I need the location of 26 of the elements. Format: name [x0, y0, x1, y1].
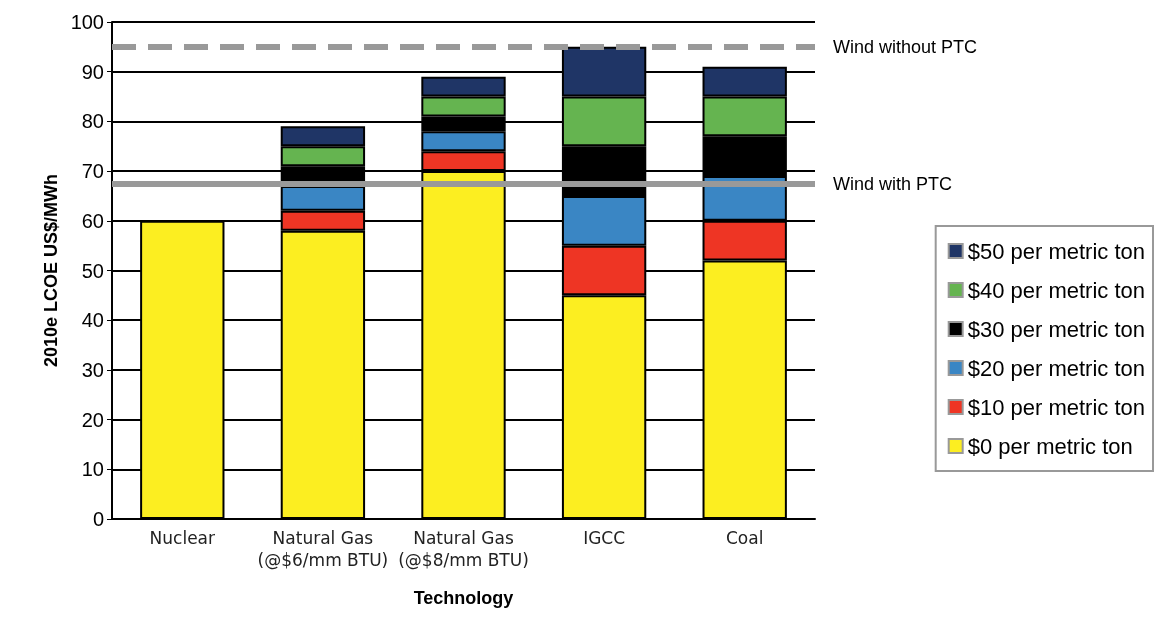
- x-tick-label: IGCC: [583, 528, 626, 548]
- y-tick-label: 80: [81, 110, 104, 133]
- y-tick-label: 20: [81, 408, 104, 431]
- legend-label: $40 per metric ton: [967, 277, 1145, 303]
- y-tick-label: 40: [81, 309, 104, 332]
- x-tick-label: Nuclear: [149, 528, 216, 548]
- ref-line-label: Wind with PTC: [833, 173, 953, 194]
- y-tick-label: 10: [81, 458, 104, 481]
- x-tick-label: Natural Gas (@$8/mm BTU): [398, 528, 529, 570]
- legend-label: $50 per metric ton: [967, 238, 1145, 264]
- ref-line-label: Wind without PTC: [833, 36, 978, 57]
- x-axis-title: Technology: [413, 588, 514, 608]
- x-tick-label: Natural Gas (@$6/mm BTU): [257, 528, 389, 570]
- y-tick-label: 50: [81, 259, 104, 282]
- legend-label: $0 per metric ton: [967, 433, 1133, 459]
- legend-label: $10 per metric ton: [967, 394, 1145, 420]
- y-tick-label: 0: [92, 508, 104, 530]
- y-tick-label: 90: [81, 60, 104, 83]
- x-tick-label: Coal: [725, 528, 764, 548]
- y-tick-label: 30: [81, 358, 104, 381]
- y-tick-label: 70: [81, 160, 104, 183]
- legend-label: $30 per metric ton: [967, 316, 1145, 342]
- legend-label: $20 per metric ton: [967, 355, 1145, 381]
- y-tick-label: 60: [81, 209, 104, 232]
- y-tick-label: 100: [70, 11, 104, 33]
- y-axis-title: 2010e LCOE US$/MWh: [40, 173, 61, 368]
